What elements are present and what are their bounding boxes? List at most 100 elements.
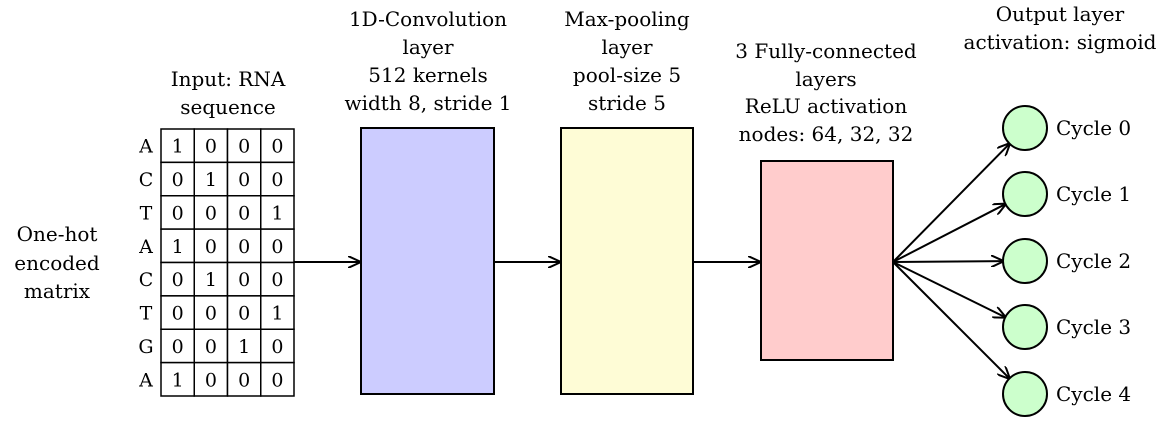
- output-title: Output layer activation: sigmoid: [964, 2, 1157, 54]
- fc-to-output-arrows: [892, 144, 1010, 379]
- matrix-cell-value: 1: [205, 269, 217, 291]
- output-node-label: Cycle 1: [1056, 182, 1131, 206]
- sequence-base: T: [140, 303, 153, 325]
- matrix-cell-value: 0: [238, 202, 250, 224]
- matrix-cell: [193, 295, 229, 330]
- conv-title-line-2: layer: [402, 35, 453, 59]
- matrix-cell-value: 0: [238, 303, 250, 325]
- sequence-base: G: [138, 336, 153, 358]
- matrix-cell-value: 0: [205, 136, 217, 158]
- matrix-cell-value: 0: [205, 336, 217, 358]
- sequence-base: A: [138, 236, 153, 258]
- conv-title-line-3: 512 kernels: [368, 63, 487, 87]
- output-node-label: Cycle 3: [1056, 315, 1131, 339]
- output-node-circle: [1002, 304, 1048, 350]
- matrix-cell-value: 1: [172, 136, 184, 158]
- output-title-line-2: activation: sigmoid: [964, 30, 1157, 54]
- matrix-cell: [260, 295, 295, 330]
- arrow-fc-to-output: [892, 261, 1009, 378]
- matrix-cell-value: 0: [205, 369, 217, 391]
- matrix-cell: [160, 261, 195, 297]
- matrix-cell-value: 0: [172, 269, 184, 291]
- arrow-fc-to-output: [892, 144, 1010, 263]
- matrix-cell-value: 1: [172, 369, 184, 391]
- matrix-cell-value: 0: [271, 136, 283, 158]
- matrix-cell-value: 1: [271, 303, 283, 325]
- side-label-line-1: One-hot: [17, 222, 98, 246]
- matrix-cell-value: 0: [238, 136, 250, 158]
- matrix-cell-value: 1: [205, 169, 217, 191]
- matrix-cell-value: 0: [271, 236, 283, 258]
- matrix-cell-value: 0: [205, 303, 217, 325]
- pool-layer-title: Max-pooling layer pool-size 5 stride 5: [564, 7, 690, 115]
- matrix-cell: [226, 328, 262, 364]
- arrow-fc-to-output: [892, 204, 1005, 263]
- output-node-circle: [1002, 371, 1048, 417]
- matrix-cell-value: 0: [271, 336, 283, 358]
- pool-title-line-2: layer: [601, 35, 652, 59]
- conv-title-line-4: width 8, stride 1: [344, 91, 511, 115]
- matrix-cell-value: 0: [205, 202, 217, 224]
- fc-layer-title: 3 Fully-connected layers ReLU activation…: [735, 39, 917, 146]
- fc-layer-box: [760, 160, 894, 361]
- matrix-cell: [260, 261, 295, 297]
- arrow-fc-to-output: [892, 261, 1005, 317]
- matrix-cell: [260, 195, 295, 230]
- matrix-cell-value: 0: [238, 169, 250, 191]
- side-label: One-hot encoded matrix: [14, 222, 100, 303]
- arrow-fc-to-output: [892, 261, 1003, 262]
- matrix-cell: [260, 228, 295, 264]
- fc-title-line-2: layers: [795, 67, 856, 91]
- matrix-cell-value: 0: [271, 369, 283, 391]
- matrix-cell: [226, 261, 262, 297]
- pool-title-line-1: Max-pooling: [564, 7, 690, 31]
- matrix-cell-value: 0: [205, 236, 217, 258]
- pool-title-line-4: stride 5: [588, 91, 666, 115]
- output-title-line-1: Output layer: [996, 2, 1125, 26]
- matrix-cell-value: 1: [238, 336, 250, 358]
- matrix-cell-value: 0: [172, 336, 184, 358]
- matrix-cell: [226, 361, 262, 397]
- matrix-cell: [260, 361, 295, 397]
- fc-title-line-3: ReLU activation: [745, 94, 908, 118]
- sequence-base: C: [139, 269, 154, 291]
- matrix-cell-value: 0: [271, 169, 283, 191]
- output-node-label: Cycle 0: [1056, 116, 1131, 140]
- output-node-circle: [1002, 238, 1048, 284]
- side-label-line-2: encoded: [14, 251, 100, 275]
- output-node-label: Cycle 2: [1056, 249, 1131, 273]
- matrix-cell: [160, 361, 195, 397]
- matrix-cell: [260, 161, 295, 197]
- output-node-circle: [1002, 105, 1048, 151]
- output-node-circle: [1002, 171, 1048, 217]
- sequence-base: T: [140, 202, 153, 224]
- matrix-cell-value: 0: [172, 202, 184, 224]
- matrix-cell-value: 0: [238, 369, 250, 391]
- matrix-cell-value: 1: [172, 236, 184, 258]
- input-title: Input: RNA sequence: [171, 67, 286, 119]
- one-hot-matrix: 1 0 0 00 1 0 00 0 0 11 0 0 00 1 0 00 0 0 10 0 1 01 0 0 0: [160, 128, 295, 397]
- sequence-base: A: [138, 136, 153, 158]
- matrix-cell-value: 0: [172, 169, 184, 191]
- conv-title-line-1: 1D-Convolution: [349, 7, 507, 31]
- matrix-cell-value: 0: [238, 236, 250, 258]
- conv-layer-box: [360, 127, 495, 395]
- matrix-cell-value: 0: [172, 303, 184, 325]
- sequence-base: A: [138, 369, 153, 391]
- pool-layer-box: [560, 127, 694, 395]
- input-title-line-1: Input: RNA: [171, 67, 286, 91]
- sequence-base: C: [139, 169, 154, 191]
- matrix-cell: [193, 195, 229, 230]
- pool-title-line-3: pool-size 5: [573, 63, 681, 87]
- output-nodes: Cycle 0 Cycle 1 Cycle 2 Cycle 3 Cycle 4: [1002, 105, 1131, 417]
- matrix-cell-value: 1: [271, 202, 283, 224]
- output-node-label: Cycle 4: [1056, 382, 1131, 406]
- conv-layer-title: 1D-Convolution layer 512 kernels width 8…: [344, 7, 511, 115]
- input-title-line-2: sequence: [180, 95, 276, 119]
- matrix-cell-value: 0: [271, 269, 283, 291]
- fc-title-line-1: 3 Fully-connected: [735, 39, 917, 63]
- fc-title-line-4: nodes: 64, 32, 32: [739, 122, 914, 146]
- matrix-cell: [193, 228, 229, 264]
